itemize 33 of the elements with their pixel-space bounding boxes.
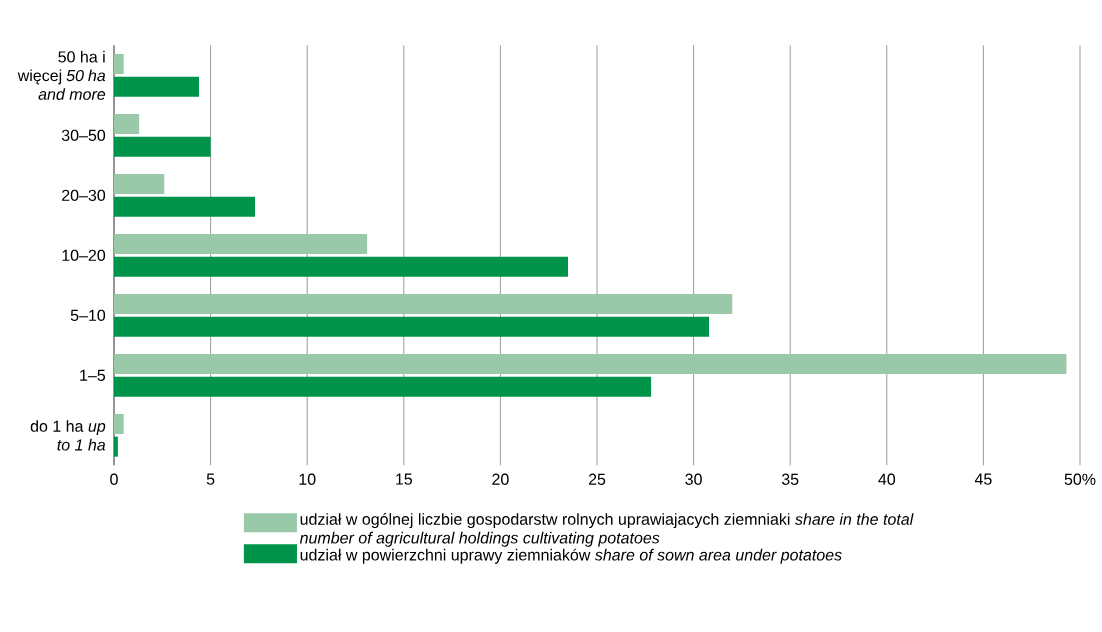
y-tick-label: 10–20 xyxy=(62,249,106,261)
bar xyxy=(114,136,211,157)
bar xyxy=(114,256,569,277)
y-tick-label: 20–30 xyxy=(62,189,106,201)
x-tick-label: 30 xyxy=(685,473,702,485)
x-tick-label: 40 xyxy=(878,473,896,485)
x-tick-label: 25 xyxy=(588,473,606,485)
x-tick-label: 5 xyxy=(206,473,215,485)
x-tick-label: 20 xyxy=(492,473,509,485)
bar xyxy=(114,54,124,75)
x-tick-label: 15 xyxy=(396,473,413,485)
bar xyxy=(114,76,200,97)
y-tick-label: 1–5 xyxy=(80,369,106,381)
x-tick-label: 10 xyxy=(299,473,316,485)
bar xyxy=(114,414,124,435)
y-tick-label: 50 ha i więcej 50 ha and more xyxy=(17,50,106,100)
legend-label: udział w powierzchni uprawy ziemniaków share of sown area under potatoes xyxy=(300,548,842,564)
bar xyxy=(114,196,256,217)
x-tick-label: 0 xyxy=(110,473,118,485)
y-tick-label: 5–10 xyxy=(70,309,106,321)
x-tick-label: 35 xyxy=(781,473,799,485)
bar xyxy=(114,376,652,397)
bar xyxy=(114,174,165,195)
y-tick-label: do 1 ha up to 1 ha xyxy=(30,420,106,451)
x-tick-label: 45 xyxy=(974,473,992,485)
bar xyxy=(114,234,368,255)
bar xyxy=(114,354,1067,375)
y-tick-label: 30–50 xyxy=(61,129,106,141)
bar xyxy=(114,294,733,315)
bar xyxy=(114,316,710,337)
bar xyxy=(114,436,118,457)
bar xyxy=(114,114,140,135)
x-tick-label: 50% xyxy=(1064,473,1096,485)
